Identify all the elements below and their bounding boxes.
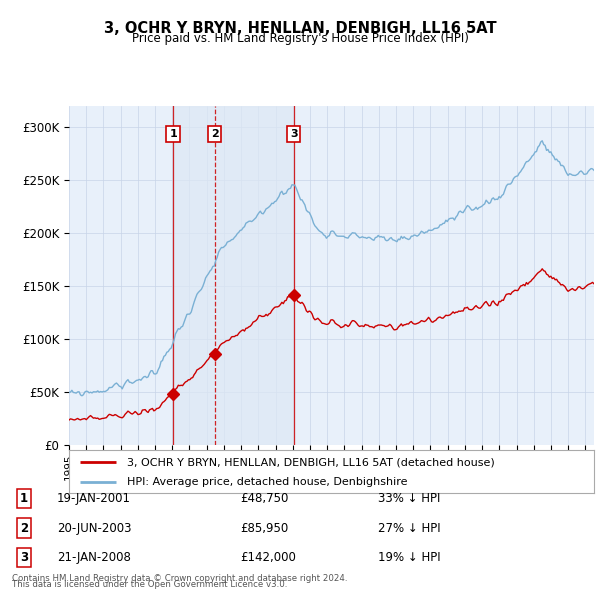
Text: 3, OCHR Y BRYN, HENLLAN, DENBIGH, LL16 5AT (detached house): 3, OCHR Y BRYN, HENLLAN, DENBIGH, LL16 5… bbox=[127, 457, 494, 467]
Text: £85,950: £85,950 bbox=[240, 522, 288, 535]
Text: £142,000: £142,000 bbox=[240, 551, 296, 564]
Text: Contains HM Land Registry data © Crown copyright and database right 2024.: Contains HM Land Registry data © Crown c… bbox=[12, 574, 347, 583]
Text: 33% ↓ HPI: 33% ↓ HPI bbox=[378, 492, 440, 505]
Text: 20-JUN-2003: 20-JUN-2003 bbox=[57, 522, 131, 535]
Text: 1: 1 bbox=[169, 129, 177, 139]
Text: Price paid vs. HM Land Registry's House Price Index (HPI): Price paid vs. HM Land Registry's House … bbox=[131, 32, 469, 45]
Text: 19% ↓ HPI: 19% ↓ HPI bbox=[378, 551, 440, 564]
Text: 2: 2 bbox=[20, 522, 28, 535]
Text: 21-JAN-2008: 21-JAN-2008 bbox=[57, 551, 131, 564]
Text: 2: 2 bbox=[211, 129, 218, 139]
Text: This data is licensed under the Open Government Licence v3.0.: This data is licensed under the Open Gov… bbox=[12, 581, 287, 589]
Text: 27% ↓ HPI: 27% ↓ HPI bbox=[378, 522, 440, 535]
Text: 3, OCHR Y BRYN, HENLLAN, DENBIGH, LL16 5AT: 3, OCHR Y BRYN, HENLLAN, DENBIGH, LL16 5… bbox=[104, 21, 496, 35]
Text: £48,750: £48,750 bbox=[240, 492, 289, 505]
Text: 1: 1 bbox=[20, 492, 28, 505]
Text: 3: 3 bbox=[290, 129, 298, 139]
Text: 19-JAN-2001: 19-JAN-2001 bbox=[57, 492, 131, 505]
Text: HPI: Average price, detached house, Denbighshire: HPI: Average price, detached house, Denb… bbox=[127, 477, 407, 487]
Bar bbox=[173, 106, 293, 445]
Text: 3: 3 bbox=[20, 551, 28, 564]
